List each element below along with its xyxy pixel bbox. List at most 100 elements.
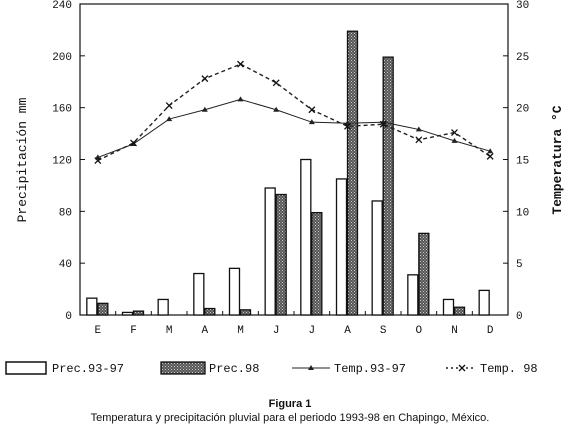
x-tick-label: M [237,325,244,337]
marker-temp-98 [451,129,458,137]
figure-label: Figura 1 [268,398,312,410]
marker-stroke [165,102,173,110]
x-tick-label: A [344,325,351,337]
x-tick-label: S [380,325,387,337]
marker-temp-93-97 [451,137,458,143]
marker-temp-98 [237,60,244,68]
left-tick-label: 160 [52,104,72,116]
marker-temp-98 [379,120,387,128]
bar-prec-98 [311,211,323,316]
x-tick-label: M [166,325,173,337]
left-tick-label: 200 [52,52,72,64]
marker-temp-93-97 [201,106,208,112]
marker-stroke [201,75,209,83]
bars-group [86,30,490,316]
chart-area: 0 40 80 120 160 200 240 0 5 10 15 20 25 30 E F M A M J J A S… [5,0,565,376]
legend-label-temp-93-97: Temp.93-97 [334,362,406,376]
marker-temp-93-97 [487,148,494,154]
left-tick-label: 120 [52,156,72,168]
x-tick-label: E [95,325,102,337]
plot-border [79,3,509,316]
marker-temp-93-97 [166,116,173,122]
legend-label-prec-93-97: Prec.93-97 [52,362,124,376]
legend-label-prec-98: Prec.98 [209,362,259,376]
x-tick-label: J [273,325,280,337]
right-tick-label: 20 [516,104,529,116]
marker-temp-93-97 [415,126,422,132]
marker-temp-98 [201,75,209,83]
bar-prec-93-97 [478,289,490,316]
marker-stroke [415,136,423,144]
x-tick-label: O [416,325,423,337]
x-tick-label: D [487,325,494,337]
marker-temp-98 [415,136,423,144]
marker-temp-98 [272,79,280,87]
legend-label-temp-98: Temp. 98 [480,362,538,376]
bar-prec-98 [453,306,466,316]
marker-temp-98 [486,152,494,160]
bar-prec-93-97 [407,274,419,316]
left-tick-label: 240 [52,0,72,12]
marker-stroke [458,364,466,372]
right-tick-label: 10 [516,207,529,219]
marker-stroke [344,122,351,130]
bar-prec-93-97 [228,267,241,316]
bar-prec-93-97 [442,298,455,316]
marker-temp-98 [165,102,173,110]
marker-stroke [451,129,458,137]
legend-marker-temp-98 [458,364,466,372]
bar-prec-98 [204,307,216,316]
legend: Prec.93-97 Prec.98 Temp.93-97 Temp. 98 [5,361,538,376]
marker-stroke [130,139,137,147]
line-temp-98 [97,63,491,162]
right-tick-label: 5 [516,259,523,271]
right-tick-label: 0 [516,311,523,323]
bar-prec-98 [132,310,145,316]
x-tick-label: J [309,325,316,337]
legend-swatch-prec-93-97 [5,361,47,375]
right-tick-label: 15 [516,156,529,168]
left-tick-label: 40 [59,259,72,271]
bar-prec-98 [418,232,430,316]
bar-prec-93-97 [121,311,134,316]
right-axis: 0 5 10 15 20 25 30 [503,0,529,323]
bar-prec-93-97 [371,200,383,316]
marker-stroke [94,157,102,164]
plot-frame [79,3,509,316]
marker-temp-93-97 [237,96,244,102]
bar-prec-98 [382,56,394,316]
lines-group [94,60,494,164]
x-tick-label: F [130,325,137,337]
bar-prec-93-97 [86,297,98,316]
bar-prec-93-97 [300,158,312,316]
bar-prec-98 [275,193,287,316]
line-temp-93-97 [97,98,491,158]
bar-prec-93-97 [264,187,276,316]
right-tick-label: 30 [516,0,529,12]
legend-swatch-prec-98 [160,361,206,375]
y-axis-label: Precipitación mm [15,97,30,222]
marker-stroke [308,106,316,114]
legend-marker-temp-93-97 [308,365,314,370]
bar-prec-98 [239,309,252,316]
bar-prec-98 [97,302,109,316]
x-tick-label: N [451,325,458,337]
marker-temp-98 [308,106,316,114]
left-tick-label: 80 [59,207,72,219]
figure-caption: Temperatura y precipitación pluvial para… [90,412,490,424]
marker-stroke [272,79,280,87]
left-axis: 0 40 80 120 160 200 240 [52,0,85,323]
marker-temp-98 [344,122,351,130]
marker-temp-93-97 [273,106,280,112]
bar-prec-93-97 [157,298,169,316]
marker-temp-98 [130,139,137,147]
marker-temp-93-97 [308,119,315,125]
left-tick-label: 0 [65,311,72,323]
bar-prec-93-97 [193,272,205,316]
marker-stroke [379,120,387,128]
y2-axis-label: Temperatura °C [550,105,565,214]
right-tick-label: 25 [516,52,529,64]
x-tick-label: A [202,325,209,337]
marker-stroke [237,60,244,68]
